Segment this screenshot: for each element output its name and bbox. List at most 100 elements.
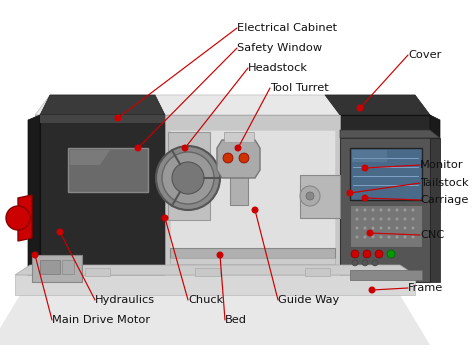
Polygon shape	[18, 195, 32, 241]
Text: Guide Way: Guide Way	[278, 295, 339, 305]
Circle shape	[56, 229, 64, 235]
Polygon shape	[300, 175, 340, 218]
Circle shape	[300, 186, 320, 206]
Circle shape	[162, 152, 214, 204]
Circle shape	[362, 195, 368, 202]
Polygon shape	[217, 140, 260, 178]
Circle shape	[156, 146, 220, 210]
Circle shape	[403, 235, 407, 239]
Circle shape	[387, 208, 391, 212]
Polygon shape	[15, 265, 415, 275]
Text: Tool Turret: Tool Turret	[270, 83, 329, 93]
Circle shape	[182, 144, 189, 152]
Circle shape	[363, 235, 367, 239]
Bar	[224, 132, 254, 142]
Circle shape	[387, 250, 395, 258]
Text: Electrical Cabinet: Electrical Cabinet	[237, 23, 337, 33]
Circle shape	[363, 226, 367, 230]
Circle shape	[355, 217, 359, 221]
Circle shape	[355, 235, 359, 239]
Circle shape	[403, 226, 407, 230]
Circle shape	[379, 226, 383, 230]
Circle shape	[371, 226, 375, 230]
Bar	[195, 268, 220, 276]
Circle shape	[252, 207, 258, 213]
Bar	[32, 268, 44, 282]
Circle shape	[387, 235, 391, 239]
Circle shape	[172, 162, 204, 194]
Circle shape	[362, 260, 368, 266]
Circle shape	[379, 208, 383, 212]
Circle shape	[217, 251, 224, 258]
Circle shape	[387, 226, 391, 230]
Polygon shape	[35, 95, 430, 115]
Bar	[170, 248, 335, 258]
Polygon shape	[40, 115, 165, 282]
Circle shape	[346, 190, 354, 197]
Polygon shape	[170, 130, 335, 270]
Circle shape	[135, 144, 142, 152]
Bar	[170, 258, 335, 264]
Circle shape	[352, 260, 358, 266]
Polygon shape	[68, 148, 148, 192]
Bar	[85, 268, 110, 276]
Circle shape	[235, 144, 241, 152]
Circle shape	[411, 217, 415, 221]
Polygon shape	[430, 138, 440, 282]
Bar	[352, 150, 387, 162]
Bar	[230, 140, 248, 205]
Circle shape	[363, 217, 367, 221]
Text: Hydraulics: Hydraulics	[95, 295, 155, 305]
Text: CNC: CNC	[420, 230, 444, 240]
Circle shape	[366, 229, 374, 236]
Polygon shape	[340, 138, 430, 282]
Text: Monitor: Monitor	[420, 160, 464, 170]
Bar	[62, 260, 74, 274]
Bar	[350, 270, 422, 280]
Circle shape	[355, 208, 359, 212]
Polygon shape	[430, 115, 440, 210]
Polygon shape	[325, 95, 430, 115]
Circle shape	[403, 208, 407, 212]
Polygon shape	[165, 115, 340, 282]
Circle shape	[411, 235, 415, 239]
Circle shape	[395, 208, 399, 212]
Text: Cover: Cover	[408, 50, 441, 60]
Circle shape	[363, 208, 367, 212]
Polygon shape	[0, 295, 430, 345]
Circle shape	[31, 251, 38, 258]
Bar	[40, 115, 165, 123]
Bar	[40, 260, 60, 274]
Polygon shape	[70, 150, 110, 165]
Circle shape	[395, 226, 399, 230]
Circle shape	[375, 250, 383, 258]
Circle shape	[387, 217, 391, 221]
Circle shape	[306, 192, 314, 200]
Polygon shape	[40, 95, 165, 115]
Text: Main Drive Motor: Main Drive Motor	[52, 315, 150, 325]
Text: Headstock: Headstock	[248, 63, 308, 73]
Circle shape	[115, 115, 121, 121]
Circle shape	[162, 214, 168, 222]
Circle shape	[6, 206, 30, 230]
Text: Carriage: Carriage	[420, 195, 468, 205]
Circle shape	[379, 217, 383, 221]
Polygon shape	[15, 275, 415, 295]
Circle shape	[223, 153, 233, 163]
Text: Bed: Bed	[225, 315, 247, 325]
Circle shape	[355, 226, 359, 230]
Bar	[350, 148, 422, 200]
Circle shape	[368, 286, 375, 294]
Text: Frame: Frame	[408, 283, 443, 293]
Bar	[350, 205, 422, 247]
Circle shape	[371, 208, 375, 212]
Circle shape	[411, 226, 415, 230]
Text: Chuck: Chuck	[188, 295, 223, 305]
Circle shape	[371, 217, 375, 221]
Polygon shape	[168, 132, 210, 220]
Polygon shape	[28, 115, 40, 288]
Bar	[305, 268, 330, 276]
Text: Safety Window: Safety Window	[237, 43, 322, 53]
Circle shape	[356, 104, 364, 111]
Polygon shape	[32, 255, 82, 282]
